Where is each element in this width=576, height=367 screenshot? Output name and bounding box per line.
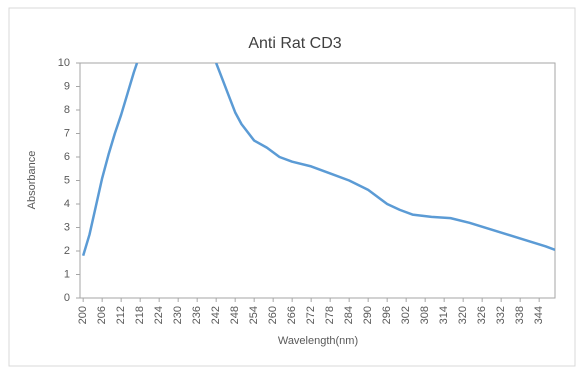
x-tick-label: 338 [514, 306, 526, 324]
y-tick-label: 8 [64, 104, 70, 116]
y-tick-label: 7 [64, 127, 70, 139]
x-tick-label: 248 [229, 306, 241, 324]
x-tick-label: 284 [343, 306, 355, 324]
y-tick-label: 5 [64, 174, 70, 186]
x-tick-label: 290 [362, 306, 374, 324]
x-tick-label: 254 [248, 306, 260, 324]
x-tick-label: 278 [324, 306, 336, 324]
x-tick-label: 314 [438, 306, 450, 324]
y-tick-label: 9 [64, 80, 70, 92]
x-tick-label: 218 [134, 306, 146, 324]
x-tick-label: 308 [419, 306, 431, 324]
data-line [81, 63, 555, 257]
chart-title: Anti Rat CD3 [248, 35, 341, 52]
y-tick-label: 10 [58, 57, 70, 69]
x-tick-label: 230 [172, 306, 184, 324]
y-tick-label: 4 [64, 198, 70, 210]
x-tick-label: 206 [96, 306, 108, 324]
x-tick-label: 272 [305, 306, 317, 324]
y-tick-label: 6 [64, 151, 70, 163]
x-tick-label: 212 [115, 306, 127, 324]
x-axis-label: Wavelength(nm) [278, 335, 358, 347]
x-tick-label: 236 [191, 306, 203, 324]
y-tick-label: 0 [64, 292, 70, 304]
chart-frame [8, 7, 576, 367]
x-tick-label: 242 [210, 306, 222, 324]
x-tick-label: 326 [476, 306, 488, 324]
x-tick-label: 344 [533, 306, 545, 324]
x-tick-label: 266 [286, 306, 298, 324]
x-tick-label: 296 [381, 306, 393, 324]
x-tick-label: 302 [400, 306, 412, 324]
x-tick-label: 332 [495, 306, 507, 324]
y-tick-label: 1 [64, 268, 70, 280]
y-axis-label: Absorbance [26, 151, 38, 210]
y-tick-label: 2 [64, 245, 70, 257]
y-tick-label: 3 [64, 221, 70, 233]
x-tick-label: 224 [153, 306, 165, 324]
x-tick-label: 260 [267, 306, 279, 324]
x-tick-label: 200 [77, 306, 89, 324]
x-tick-label: 320 [457, 306, 469, 324]
